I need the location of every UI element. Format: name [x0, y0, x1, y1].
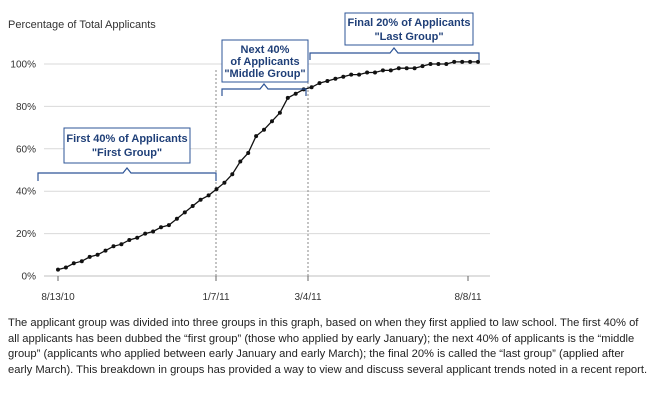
data-point — [222, 180, 227, 185]
data-point — [365, 70, 370, 75]
annotation-first-group-line2: "First Group" — [92, 147, 162, 159]
annotation-middle-group-line1: Next 40% — [241, 44, 290, 56]
data-point — [127, 238, 132, 242]
data-point — [56, 267, 60, 272]
data-point — [262, 127, 266, 132]
x-tick-label: 1/7/11 — [202, 292, 229, 303]
data-point — [309, 85, 314, 90]
y-tick-labels: 0% 20% 40% 60% 80% 100% — [10, 60, 36, 283]
data-point — [190, 204, 195, 208]
annotation-first-group: First 40% of Applicants "First Group" — [37, 127, 217, 181]
annotation-middle-group: Next 40% of Applicants "Middle Group" — [221, 39, 309, 96]
annotation-middle-group-line2: of Applicants — [230, 56, 299, 68]
y-tick-label: 100% — [10, 60, 36, 71]
middle-group-bracket — [221, 83, 307, 96]
y-tick-label: 20% — [16, 229, 36, 240]
annotation-middle-group-box — [221, 39, 309, 83]
data-point — [198, 197, 203, 202]
data-point — [412, 66, 417, 71]
data-point — [285, 95, 290, 100]
chart-caption: The applicant group was divided into thr… — [8, 317, 648, 376]
annotation-last-group-box — [344, 12, 474, 46]
y-tick-label: 0% — [22, 272, 37, 283]
y-axis-title: Percentage of Total Applicants — [8, 19, 156, 31]
data-point — [119, 242, 124, 247]
data-point — [388, 68, 393, 73]
data-point — [254, 134, 259, 139]
y-tick-label: 60% — [16, 144, 36, 155]
data-point — [476, 59, 480, 64]
annotation-last-group: Final 20% of Applicants "Last Group" — [309, 12, 480, 60]
data-point — [182, 210, 187, 215]
annotation-last-group-line2: "Last Group" — [374, 31, 443, 43]
data-point — [151, 229, 156, 234]
data-point — [277, 110, 282, 115]
data-point — [103, 248, 108, 253]
data-point — [71, 261, 76, 266]
data-point — [166, 223, 171, 228]
annotation-middle-group-line3: "Middle Group" — [224, 68, 305, 80]
data-point — [159, 225, 163, 230]
x-tick-label: 3/4/11 — [294, 292, 321, 303]
data-point — [325, 79, 330, 83]
annotation-last-group-line1: Final 20% of Applicants — [347, 17, 470, 29]
first-group-bracket — [37, 167, 217, 181]
data-point — [428, 62, 433, 66]
data-point — [214, 187, 219, 192]
data-point — [380, 68, 385, 73]
series-line — [57, 61, 478, 271]
annotation-first-group-line1: First 40% of Applicants — [66, 133, 187, 145]
y-tick-label: 40% — [16, 187, 36, 198]
data-point — [230, 172, 235, 177]
data-point — [349, 72, 354, 77]
x-tick-labels: 8/13/10 1/7/11 3/4/11 8/8/11 — [41, 276, 482, 303]
data-point — [436, 62, 441, 66]
data-point — [95, 252, 100, 257]
data-point — [333, 76, 338, 81]
series-layer — [56, 59, 480, 272]
data-point — [270, 119, 274, 124]
data-point — [143, 231, 148, 236]
data-point — [238, 159, 243, 164]
data-point — [452, 59, 457, 64]
data-point — [87, 254, 92, 259]
chart-svg: Percentage of Total Applicants 0% 20% 40% 6… — [8, 12, 490, 303]
data-point — [396, 66, 401, 71]
data-point — [79, 259, 84, 264]
data-point — [420, 64, 425, 69]
data-point — [444, 62, 449, 66]
data-point — [174, 216, 179, 221]
data-point — [341, 74, 346, 79]
data-point — [460, 59, 465, 64]
last-group-bracket — [309, 47, 480, 60]
gridlines — [44, 63, 490, 277]
data-point — [373, 70, 377, 75]
data-point — [246, 151, 251, 155]
data-point — [357, 72, 362, 77]
annotation-first-group-box — [63, 127, 191, 164]
x-tick-label: 8/13/10 — [41, 292, 75, 303]
data-point — [135, 235, 140, 240]
data-point — [468, 59, 473, 64]
line-chart: Percentage of Total Applicants 0% 20% 40% 6… — [8, 12, 490, 303]
data-point — [206, 193, 211, 198]
data-point — [293, 91, 298, 96]
x-tick-label: 8/8/11 — [454, 292, 481, 303]
data-point — [111, 244, 116, 249]
y-tick-label: 80% — [16, 102, 36, 113]
data-point — [317, 81, 322, 86]
data-point — [63, 265, 68, 270]
data-point — [404, 66, 409, 71]
